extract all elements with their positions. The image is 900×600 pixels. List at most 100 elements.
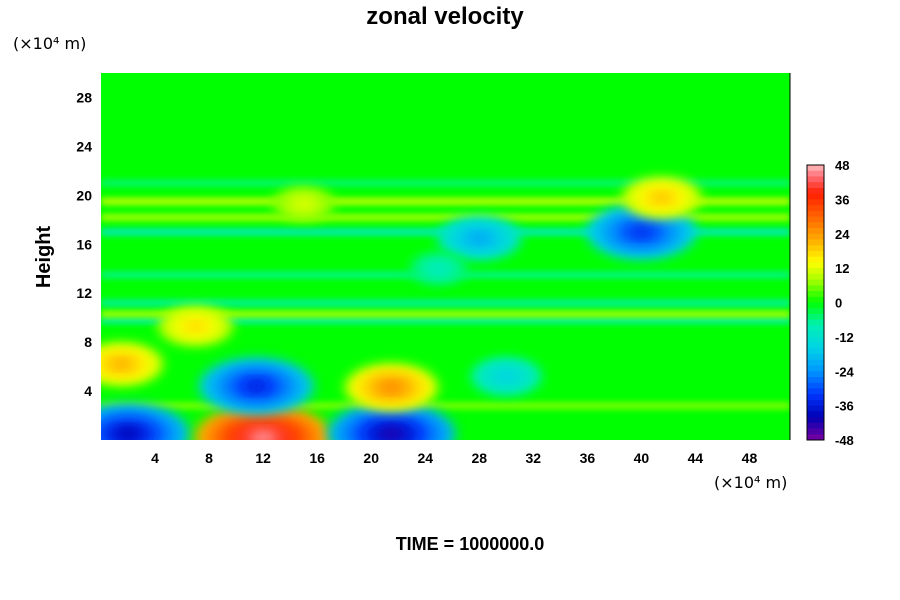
x-tick-label: 24	[417, 450, 433, 466]
colorbar-swatch	[807, 187, 824, 195]
feature-7	[157, 307, 234, 346]
x-tick-label: 20	[363, 450, 379, 466]
feature-10	[621, 177, 702, 218]
colorbar-swatch	[807, 233, 824, 240]
y-tick-label: 4	[84, 383, 92, 399]
feature-4	[344, 364, 439, 411]
band-1	[101, 316, 790, 325]
colorbar-swatch	[807, 279, 824, 286]
time-label: TIME = 1000000.0	[396, 534, 545, 554]
x-unit-label: (×10⁴ m)	[714, 473, 787, 492]
colorbar-swatch	[807, 205, 824, 212]
y-tick-label: 28	[76, 89, 92, 105]
y-tick-label: 20	[76, 187, 92, 203]
chart-title: zonal velocity	[366, 3, 524, 30]
colorbar: 48 36 24 12 0 -12 -24 -36 -48	[806, 158, 855, 448]
colorbar-swatch	[807, 245, 824, 252]
colorbar-swatch	[807, 199, 824, 206]
colorbar-swatch	[807, 365, 824, 372]
band-0	[101, 197, 790, 206]
plot-area	[101, 73, 791, 440]
x-tick-label: 48	[742, 450, 758, 466]
colorbar-swatch	[807, 308, 824, 315]
colorbar-tick-label: 48	[835, 158, 849, 173]
colorbar-swatch	[807, 411, 824, 418]
colorbar-swatch	[807, 399, 824, 407]
y-axis-label: Height	[33, 226, 55, 289]
colorbar-swatch	[807, 210, 824, 218]
colorbar-swatches	[807, 165, 824, 441]
colorbar-swatch	[807, 331, 824, 338]
colorbar-swatch	[807, 302, 824, 309]
y-tick-label: 16	[76, 236, 92, 252]
x-tick-label: 8	[205, 450, 213, 466]
feature-0	[101, 403, 191, 440]
colorbar-swatch	[807, 193, 824, 200]
colorbar-tick-label: 0	[835, 296, 842, 311]
colorbar-swatch	[807, 165, 824, 172]
colorbar-swatch	[807, 382, 824, 389]
band-6	[101, 213, 790, 222]
x-tick-label: 40	[634, 450, 650, 466]
y-tick-label: 24	[76, 138, 92, 154]
feature-2	[327, 402, 456, 440]
colorbar-swatch	[807, 250, 824, 258]
colorbar-swatch	[807, 388, 824, 395]
colorbar-tick-label: -24	[835, 364, 855, 379]
y-unit-label: (×10⁴ m)	[13, 34, 86, 53]
colorbar-tick-label: 36	[835, 192, 849, 207]
feature-8	[437, 217, 522, 260]
feature-9	[585, 205, 697, 260]
colorbar-tick-label: 12	[835, 261, 849, 276]
colorbar-swatch	[807, 268, 824, 275]
band-7	[101, 179, 790, 188]
features-layer	[101, 177, 702, 440]
colorbar-swatch	[807, 434, 824, 441]
colorbar-swatch	[807, 405, 824, 412]
x-tick-labels: 4 8 12 16 20 24 28 32 36 40 44 48	[151, 450, 757, 466]
colorbar-swatch	[807, 348, 824, 355]
colorbar-tick-label: 24	[835, 227, 850, 242]
colorbar-swatch	[807, 170, 824, 177]
colorbar-swatch	[807, 256, 824, 263]
x-tick-label: 36	[580, 450, 596, 466]
colorbar-swatch	[807, 422, 824, 430]
y-tick-label: 12	[76, 285, 92, 301]
x-tick-label: 32	[526, 450, 542, 466]
colorbar-swatch	[807, 428, 824, 435]
feature-5	[101, 343, 164, 386]
colorbar-swatch	[807, 342, 824, 349]
colorbar-swatch	[807, 359, 824, 367]
colorbar-swatch	[807, 371, 824, 378]
colorbar-swatch	[807, 313, 824, 321]
colorbar-swatch	[807, 285, 824, 292]
x-tick-label: 4	[151, 450, 159, 466]
colorbar-swatch	[807, 291, 824, 298]
feature-3	[198, 358, 314, 415]
colorbar-swatch	[807, 176, 824, 183]
band-3	[101, 298, 790, 307]
feature-11	[272, 187, 335, 220]
colorbar-swatch	[807, 228, 824, 235]
colorbar-swatch	[807, 325, 824, 332]
colorbar-tick-label: -36	[835, 399, 854, 414]
feature-6	[470, 358, 542, 395]
colorbar-swatch	[807, 182, 824, 189]
colorbar-swatch	[807, 417, 824, 424]
x-tick-label: 16	[309, 450, 325, 466]
colorbar-swatch	[807, 222, 824, 229]
feature-1	[194, 404, 332, 440]
x-tick-label: 12	[255, 450, 271, 466]
colorbar-swatch	[807, 354, 824, 361]
colorbar-tick-labels: 48 36 24 12 0 -12 -24 -36 -48	[835, 158, 855, 448]
band-2	[101, 309, 790, 318]
colorbar-swatch	[807, 216, 824, 223]
colorbar-swatch	[807, 273, 824, 281]
colorbar-swatch	[807, 376, 824, 384]
y-tick-labels: 4 8 12 16 20 24 28	[76, 89, 92, 399]
colorbar-swatch	[807, 319, 824, 326]
x-tick-label: 44	[688, 450, 704, 466]
colorbar-swatch	[807, 336, 824, 344]
colorbar-swatch	[807, 296, 824, 303]
